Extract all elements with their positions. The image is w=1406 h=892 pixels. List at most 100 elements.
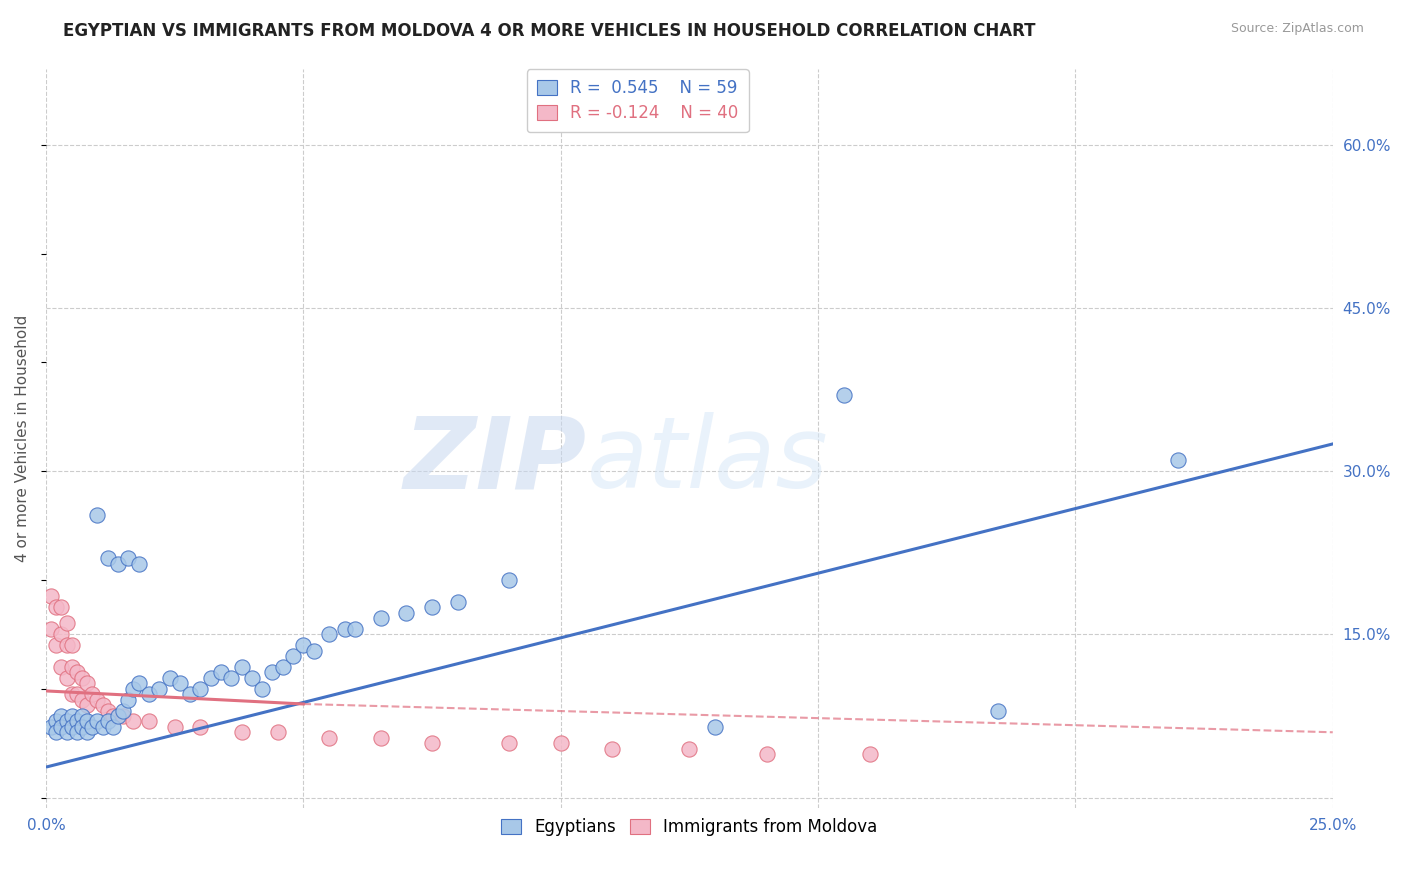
Point: [70, 709, 93, 723]
Point: [51, 627, 73, 641]
Point: [45, 600, 67, 615]
Point: [117, 551, 139, 566]
Point: [163, 720, 186, 734]
Point: [86, 692, 108, 706]
Point: [107, 709, 129, 723]
Point: [343, 622, 366, 636]
Point: [55, 616, 77, 631]
Point: [498, 573, 520, 587]
Point: [600, 741, 623, 756]
Point: [51, 720, 73, 734]
Point: [420, 600, 443, 615]
Point: [82, 720, 104, 734]
Point: [169, 676, 191, 690]
Point: [1167, 453, 1189, 467]
Point: [755, 747, 778, 761]
Point: [66, 687, 89, 701]
Point: [101, 709, 124, 723]
Point: [39, 622, 62, 636]
Point: [128, 676, 150, 690]
Point: [395, 606, 418, 620]
Point: [45, 638, 67, 652]
Text: Source: ZipAtlas.com: Source: ZipAtlas.com: [1230, 22, 1364, 36]
Point: [60, 720, 83, 734]
Point: [76, 698, 98, 712]
Point: [76, 676, 98, 690]
Point: [832, 388, 855, 402]
Point: [370, 731, 392, 745]
Point: [117, 692, 139, 706]
Point: [302, 643, 325, 657]
Point: [122, 681, 145, 696]
Point: [55, 714, 77, 729]
Point: [179, 687, 201, 701]
Point: [209, 665, 232, 680]
Point: [159, 671, 181, 685]
Point: [292, 638, 315, 652]
Point: [55, 638, 77, 652]
Point: [128, 557, 150, 571]
Point: [678, 741, 700, 756]
Point: [101, 720, 124, 734]
Point: [318, 627, 340, 641]
Point: [60, 638, 83, 652]
Point: [447, 595, 470, 609]
Point: [420, 736, 443, 750]
Point: [370, 611, 392, 625]
Point: [219, 671, 242, 685]
Point: [55, 725, 77, 739]
Point: [60, 660, 83, 674]
Y-axis label: 4 or more Vehicles in Household: 4 or more Vehicles in Household: [15, 315, 30, 562]
Point: [70, 692, 93, 706]
Legend: Egyptians, Immigrants from Moldova: Egyptians, Immigrants from Moldova: [494, 810, 886, 845]
Point: [112, 704, 135, 718]
Point: [70, 671, 93, 685]
Point: [91, 720, 114, 734]
Point: [250, 681, 273, 696]
Point: [262, 665, 284, 680]
Point: [97, 551, 120, 566]
Point: [704, 720, 727, 734]
Point: [70, 720, 93, 734]
Point: [97, 704, 120, 718]
Point: [51, 660, 73, 674]
Point: [51, 600, 73, 615]
Point: [60, 687, 83, 701]
Point: [122, 714, 145, 729]
Point: [987, 704, 1010, 718]
Point: [76, 714, 98, 729]
Point: [51, 709, 73, 723]
Point: [318, 731, 340, 745]
Point: [76, 725, 98, 739]
Point: [97, 714, 120, 729]
Point: [333, 622, 356, 636]
Point: [86, 714, 108, 729]
Point: [281, 649, 304, 664]
Point: [55, 671, 77, 685]
Point: [39, 589, 62, 603]
Point: [148, 681, 170, 696]
Point: [107, 557, 129, 571]
Text: EGYPTIAN VS IMMIGRANTS FROM MOLDOVA 4 OR MORE VEHICLES IN HOUSEHOLD CORRELATION : EGYPTIAN VS IMMIGRANTS FROM MOLDOVA 4 OR…: [63, 22, 1036, 40]
Point: [550, 736, 572, 750]
Point: [60, 709, 83, 723]
Point: [45, 725, 67, 739]
Point: [39, 720, 62, 734]
Point: [200, 671, 222, 685]
Point: [112, 709, 135, 723]
Point: [498, 736, 520, 750]
Point: [91, 698, 114, 712]
Text: atlas: atlas: [586, 412, 828, 509]
Point: [266, 725, 288, 739]
Point: [231, 725, 253, 739]
Point: [82, 687, 104, 701]
Point: [858, 747, 880, 761]
Text: ZIP: ZIP: [404, 412, 586, 509]
Point: [190, 681, 212, 696]
Point: [66, 714, 89, 729]
Point: [138, 714, 160, 729]
Point: [66, 665, 89, 680]
Point: [231, 660, 253, 674]
Point: [86, 508, 108, 522]
Point: [66, 725, 89, 739]
